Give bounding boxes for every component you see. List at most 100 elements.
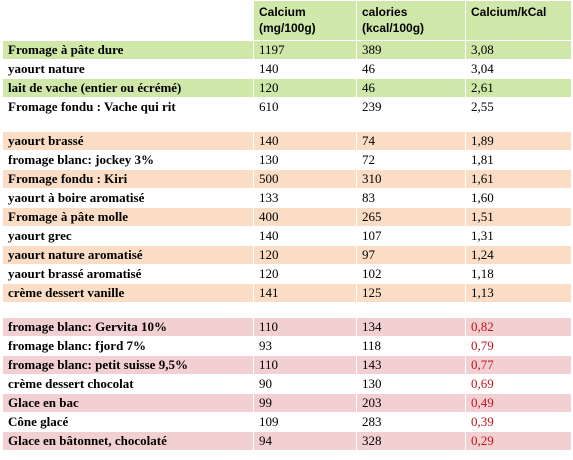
ratio-cell: 1,13 <box>465 284 571 302</box>
food-name-cell: yaourt grec <box>3 227 253 245</box>
table-row: fromage blanc: fjord 7% 93 118 0,79 <box>3 337 571 356</box>
calcium-cell: 110 <box>253 356 356 374</box>
calories-cell: 389 <box>356 41 465 59</box>
calcium-cell: 140 <box>253 227 356 245</box>
table-row: yaourt nature 140 46 3,04 <box>3 60 571 79</box>
calories-cell: 239 <box>356 98 465 116</box>
calories-cell: 125 <box>356 284 465 302</box>
calcium-cell: 1197 <box>253 41 356 59</box>
table-row: Glace en bâtonnet, chocolaté 94 328 0,29 <box>3 432 571 451</box>
table-row: fromage blanc: petit suisse 9,5% 110 143 0,… <box>3 356 571 375</box>
calcium-cell: 109 <box>253 413 356 431</box>
food-name-cell: lait de vache (entier ou écrémé) <box>3 79 253 97</box>
calcium-cell: 130 <box>253 151 356 169</box>
table-row: yaourt nature aromatisé 120 97 1,24 <box>3 246 571 265</box>
calcium-cell: 90 <box>253 375 356 393</box>
food-name-cell: crème dessert vanille <box>3 284 253 302</box>
calcium-calorie-table: Calcium (mg/100g) calories (kcal/100g) C… <box>3 1 571 451</box>
ratio-cell: 2,55 <box>465 98 571 116</box>
calories-cell: 46 <box>356 60 465 78</box>
food-name-cell: yaourt nature aromatisé <box>3 246 253 264</box>
calcium-cell: 120 <box>253 265 356 283</box>
header-ratio: Calcium/kCal <box>465 1 571 40</box>
ratio-cell: 0,79 <box>465 337 571 355</box>
calcium-cell: 140 <box>253 132 356 150</box>
calories-cell: 130 <box>356 375 465 393</box>
calories-cell: 134 <box>356 318 465 336</box>
header-calories: calories (kcal/100g) <box>356 1 465 40</box>
calcium-cell: 140 <box>253 60 356 78</box>
food-name-cell: Fromage fondu : Kiri <box>3 170 253 188</box>
header-calcium: Calcium (mg/100g) <box>253 1 356 40</box>
calories-cell: 46 <box>356 79 465 97</box>
ratio-cell: 0,49 <box>465 394 571 412</box>
group-spacer <box>3 117 571 132</box>
calories-cell: 143 <box>356 356 465 374</box>
calcium-cell: 110 <box>253 318 356 336</box>
table-row: Cône glacé 109 283 0,39 <box>3 413 571 432</box>
food-name-cell: Fromage à pâte molle <box>3 208 253 226</box>
table-row: yaourt grec 140 107 1,31 <box>3 227 571 246</box>
ratio-cell: 0,82 <box>465 318 571 336</box>
calories-cell: 97 <box>356 246 465 264</box>
calcium-cell: 99 <box>253 394 356 412</box>
table-row: crème dessert vanille 141 125 1,13 <box>3 284 571 303</box>
food-name-cell: Cône glacé <box>3 413 253 431</box>
table-row: Fromage à pâte molle 400 265 1,51 <box>3 208 571 227</box>
table-row: lait de vache (entier ou écrémé) 120 46 2,6… <box>3 79 571 98</box>
calories-cell: 107 <box>356 227 465 245</box>
table-row: fromage blanc: Gervita 10% 110 134 0,82 <box>3 318 571 337</box>
food-name-cell: Glace en bac <box>3 394 253 412</box>
ratio-cell: 0,69 <box>465 375 571 393</box>
calcium-cell: 94 <box>253 432 356 450</box>
table-row: Glace en bac 99 203 0,49 <box>3 394 571 413</box>
calories-cell: 72 <box>356 151 465 169</box>
calcium-cell: 93 <box>253 337 356 355</box>
food-name-cell: yaourt à boire aromatisé <box>3 189 253 207</box>
food-name-cell: fromage blanc: petit suisse 9,5% <box>3 356 253 374</box>
ratio-cell: 3,08 <box>465 41 571 59</box>
ratio-cell: 1,24 <box>465 246 571 264</box>
table-row: yaourt brassé aromatisé 120 102 1,18 <box>3 265 571 284</box>
table-row: Fromage à pâte dure 1197 389 3,08 <box>3 41 571 60</box>
food-name-cell: fromage blanc: Gervita 10% <box>3 318 253 336</box>
ratio-cell: 1,61 <box>465 170 571 188</box>
food-name-cell: fromage blanc: fjord 7% <box>3 337 253 355</box>
ratio-cell: 0,29 <box>465 432 571 450</box>
ratio-cell: 3,04 <box>465 60 571 78</box>
calories-cell: 310 <box>356 170 465 188</box>
calories-cell: 203 <box>356 394 465 412</box>
ratio-cell: 1,51 <box>465 208 571 226</box>
food-name-cell: crème dessert chocolat <box>3 375 253 393</box>
calcium-cell: 400 <box>253 208 356 226</box>
food-name-cell: Glace en bâtonnet, chocolaté <box>3 432 253 450</box>
calories-cell: 74 <box>356 132 465 150</box>
calcium-cell: 610 <box>253 98 356 116</box>
ratio-cell: 0,77 <box>465 356 571 374</box>
ratio-cell: 1,18 <box>465 265 571 283</box>
table-row: fromage blanc: jockey 3% 130 72 1,81 <box>3 151 571 170</box>
calories-cell: 283 <box>356 413 465 431</box>
table-row: Fromage fondu : Vache qui rit 610 239 2,55 <box>3 98 571 117</box>
food-name-cell: yaourt nature <box>3 60 253 78</box>
ratio-cell: 0,39 <box>465 413 571 431</box>
table-header-row: Calcium (mg/100g) calories (kcal/100g) C… <box>3 1 571 41</box>
group-spacer <box>3 303 571 318</box>
calcium-cell: 500 <box>253 170 356 188</box>
food-name-cell: Fromage fondu : Vache qui rit <box>3 98 253 116</box>
calcium-cell: 120 <box>253 79 356 97</box>
calories-cell: 328 <box>356 432 465 450</box>
table-row: yaourt à boire aromatisé 133 83 1,60 <box>3 189 571 208</box>
ratio-cell: 1,31 <box>465 227 571 245</box>
calories-cell: 118 <box>356 337 465 355</box>
food-name-cell: yaourt brassé aromatisé <box>3 265 253 283</box>
calcium-cell: 120 <box>253 246 356 264</box>
food-name-cell: yaourt brassé <box>3 132 253 150</box>
calories-cell: 83 <box>356 189 465 207</box>
ratio-cell: 2,61 <box>465 79 571 97</box>
table-row: Fromage fondu : Kiri 500 310 1,61 <box>3 170 571 189</box>
food-name-cell: fromage blanc: jockey 3% <box>3 151 253 169</box>
ratio-cell: 1,81 <box>465 151 571 169</box>
ratio-cell: 1,89 <box>465 132 571 150</box>
table-row: crème dessert chocolat 90 130 0,69 <box>3 375 571 394</box>
